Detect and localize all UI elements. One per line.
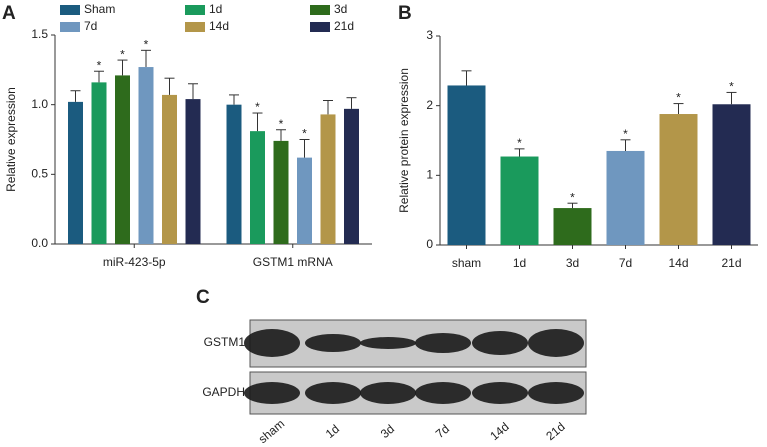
bar [185, 99, 201, 245]
legend-label: 14d [209, 19, 229, 33]
lane-label: 3d [378, 422, 397, 441]
panel-label: C [196, 287, 210, 308]
y-tick-label: 0 [426, 237, 433, 251]
bar [226, 104, 242, 245]
band [244, 329, 300, 357]
legend-swatch [60, 5, 80, 15]
bar [712, 104, 751, 245]
y-axis-label: Relative expression [4, 87, 18, 192]
lane-label: 1d [323, 422, 342, 441]
significance: * [517, 136, 522, 150]
legend-swatch [185, 5, 205, 15]
legend-label: 21d [334, 19, 354, 33]
significance: * [729, 80, 734, 94]
band [472, 331, 528, 355]
significance: * [255, 100, 260, 114]
x-tick-label: miR-423-5p [103, 255, 166, 269]
band [528, 382, 584, 404]
x-tick-label: GSTM1 mRNA [253, 255, 333, 269]
x-tick-label: 3d [566, 256, 579, 270]
x-tick-label: 1d [513, 256, 526, 270]
legend-swatch [310, 22, 330, 32]
band [415, 382, 471, 404]
band [472, 382, 528, 404]
significance: * [97, 58, 102, 72]
lane-label: 14d [487, 420, 511, 444]
bar [68, 101, 83, 244]
y-tick-label: 3 [426, 28, 433, 42]
y-tick-label: 0.5 [31, 167, 48, 181]
panel-label: A [2, 3, 16, 24]
significance: * [144, 37, 149, 51]
y-tick-label: 1 [426, 168, 433, 182]
lane-label: 7d [433, 422, 452, 441]
legend-swatch [310, 5, 330, 15]
row-label: GAPDH [202, 385, 245, 399]
bar [659, 114, 698, 245]
x-tick-label: 21d [721, 256, 741, 270]
row-label: GSTM1 [204, 335, 246, 349]
band [244, 382, 300, 404]
panel-label: B [398, 3, 412, 24]
bar [553, 208, 592, 245]
y-tick-label: 1.0 [31, 97, 48, 111]
band [360, 337, 416, 349]
lane-label: sham [256, 417, 287, 447]
band [305, 382, 361, 404]
bar [344, 108, 359, 244]
legend-label: 7d [84, 19, 97, 33]
bar [606, 150, 645, 245]
significance: * [302, 127, 307, 141]
significance: * [570, 190, 575, 204]
band [528, 329, 584, 357]
band [305, 334, 361, 352]
legend-swatch [185, 22, 205, 32]
bar [138, 67, 154, 245]
significance: * [676, 91, 681, 105]
bar [250, 131, 265, 244]
band [415, 333, 471, 353]
legend-label: Sham [84, 2, 115, 16]
bar [91, 82, 107, 244]
bar [273, 140, 289, 244]
significance: * [120, 47, 125, 61]
significance: * [623, 127, 628, 141]
bar [115, 75, 130, 244]
legend-swatch [60, 22, 80, 32]
y-axis-label: Relative protein expression [397, 68, 411, 213]
x-tick-label: sham [452, 256, 481, 270]
y-tick-label: 1.5 [31, 27, 48, 41]
x-tick-label: 7d [619, 256, 632, 270]
bar [320, 114, 336, 244]
x-tick-label: 14d [668, 256, 688, 270]
y-tick-label: 2 [426, 98, 433, 112]
bar [162, 94, 177, 244]
lane-label: 21d [543, 420, 567, 444]
significance: * [279, 117, 284, 131]
legend-label: 1d [209, 2, 222, 16]
legend-label: 3d [334, 2, 347, 16]
y-tick-label: 0.0 [31, 236, 48, 250]
bar [297, 157, 312, 244]
band [360, 382, 416, 404]
bar [447, 85, 486, 245]
bar [500, 156, 539, 245]
